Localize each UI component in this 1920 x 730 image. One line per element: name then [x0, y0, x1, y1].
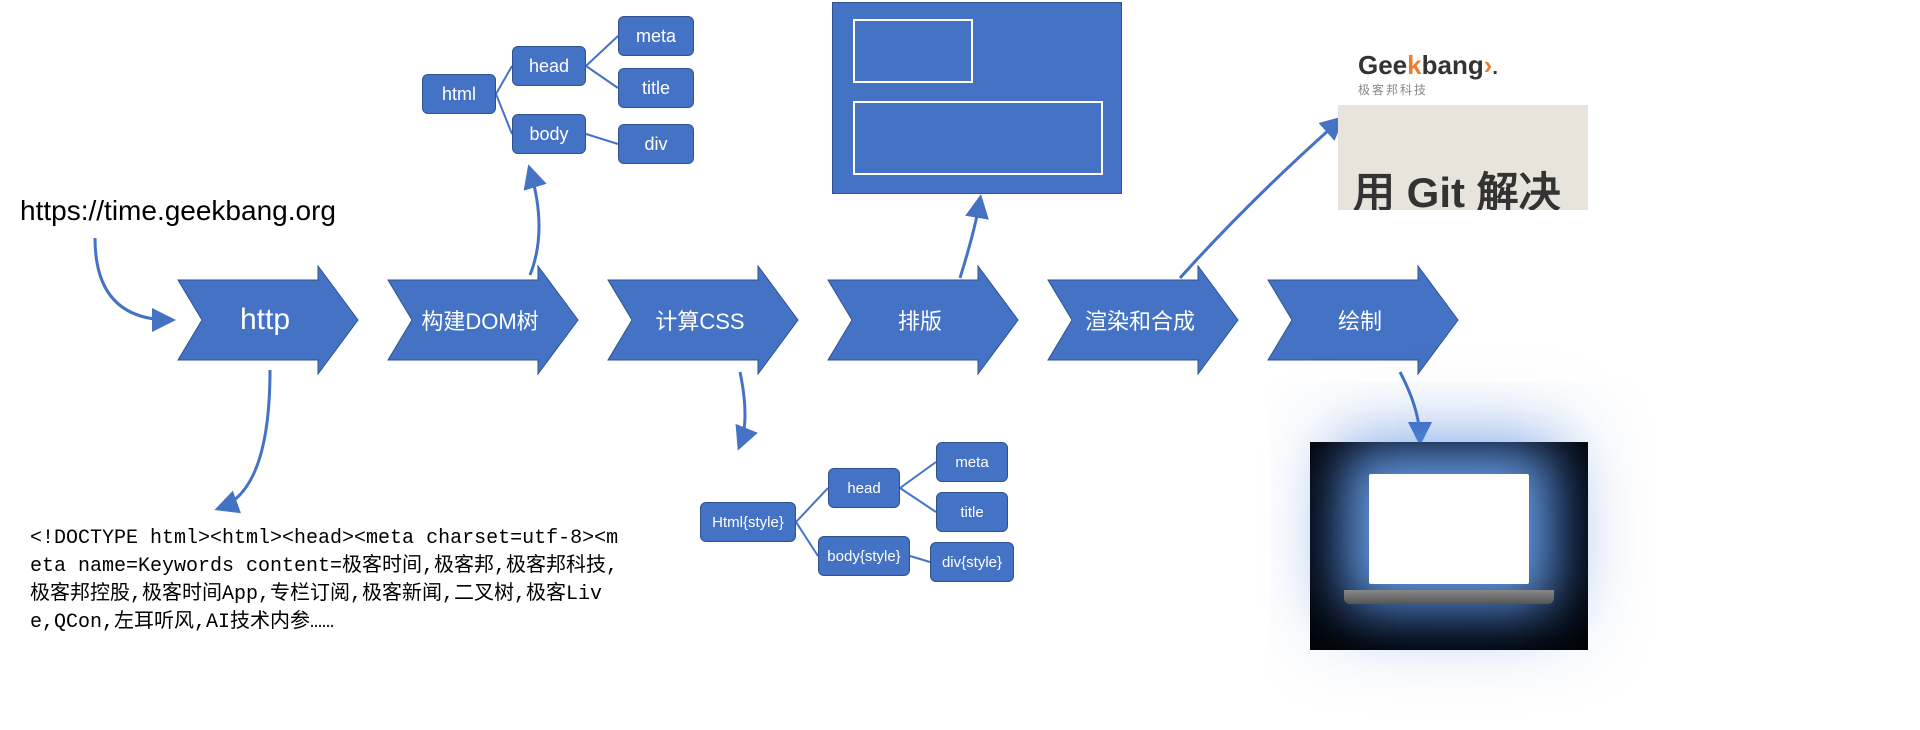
url-label: https://time.geekbang.org: [20, 195, 336, 227]
pipeline-step-4: 渲染和合成: [1072, 280, 1208, 360]
html-source-snippet: <!DOCTYPE html><html><head><meta charset…: [30, 525, 625, 637]
connector-dom-to-tree: [530, 170, 539, 275]
pipeline-step-2: 计算CSS: [632, 280, 768, 360]
tree-node-body: body: [512, 114, 586, 154]
git-banner-text: 用 Git 解决: [1353, 159, 1561, 210]
connector-render-to-logo: [1180, 120, 1340, 278]
layout-box1: [853, 19, 973, 83]
pipeline-step-0: http: [202, 280, 328, 360]
connector-draw-to-laptop: [1400, 372, 1420, 440]
laptop-output: [1310, 442, 1588, 650]
connector-url-to-http: [95, 238, 170, 320]
logo-part2: bang: [1422, 50, 1484, 80]
geekbang-logo-text: Geekbang›.: [1358, 50, 1498, 81]
connector-layout-to-box: [960, 200, 980, 278]
connector-http-to-source: [220, 370, 270, 508]
tree-node-div: div: [618, 124, 694, 164]
pipeline-step-1: 构建DOM树: [412, 280, 548, 360]
pipeline-step-3: 排版: [852, 280, 988, 360]
tree-node-html: html: [422, 74, 496, 114]
laptop-base: [1344, 590, 1554, 604]
layout-box2: [853, 101, 1103, 175]
logo-part1: Gee: [1358, 50, 1407, 80]
tree-node-metaS: meta: [936, 442, 1008, 482]
tree-node-bodyS: body{style}: [818, 536, 910, 576]
logo-part-k: k: [1407, 50, 1421, 80]
tree-node-htmlS: Html{style}: [700, 502, 796, 542]
git-banner: 用 Git 解决: [1338, 105, 1588, 210]
geekbang-logo: Geekbang›. 极客邦科技: [1358, 50, 1498, 98]
geekbang-logo-sub: 极客邦科技: [1358, 81, 1498, 98]
tree-node-title: title: [618, 68, 694, 108]
tree-node-titleS: title: [936, 492, 1008, 532]
tree-node-head: head: [512, 46, 586, 86]
tree-node-meta: meta: [618, 16, 694, 56]
tree-node-headS: head: [828, 468, 900, 508]
connector-css-to-tree: [740, 372, 745, 445]
layout-container: [832, 2, 1122, 194]
pipeline-step-5: 绘制: [1292, 280, 1428, 360]
laptop-screen: [1369, 474, 1529, 584]
tree-node-divS: div{style}: [930, 542, 1014, 582]
